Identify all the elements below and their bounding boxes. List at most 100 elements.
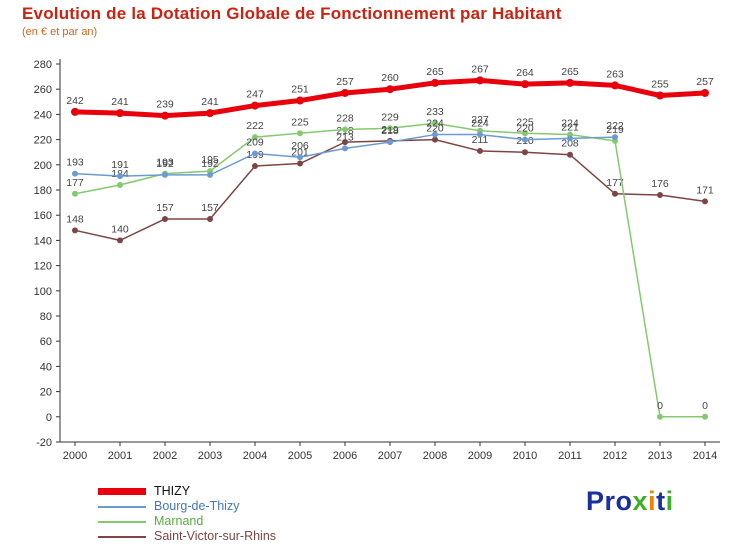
x-tick-label: 2006: [333, 450, 357, 462]
data-point-label: 191: [111, 159, 129, 171]
x-tick-label: 2005: [288, 450, 312, 462]
data-point-label: 265: [426, 66, 444, 78]
legend-label-marnand: Marnand: [154, 514, 204, 528]
data-point-label: 229: [381, 111, 399, 123]
data-point: [702, 413, 708, 420]
y-tick-label: -20: [36, 437, 52, 449]
data-point: [522, 130, 528, 137]
data-point: [117, 173, 123, 180]
data-point-label: 177: [66, 177, 84, 189]
data-point-label: 225: [516, 116, 534, 128]
x-tick-label: 2001: [108, 450, 132, 462]
data-point: [72, 190, 78, 197]
data-point-label: 206: [291, 140, 309, 152]
data-point-label: 177: [606, 177, 624, 189]
logo-letter: t: [656, 486, 666, 516]
data-point: [702, 198, 708, 205]
data-point: [252, 163, 258, 170]
y-tick-label: 220: [34, 135, 52, 147]
data-point-label: 148: [66, 213, 84, 225]
data-point-label: 213: [336, 131, 354, 143]
logo-letter: r: [604, 486, 616, 516]
data-point: [522, 136, 528, 143]
data-point-label: 224: [561, 118, 579, 130]
y-tick-label: 160: [34, 210, 52, 222]
data-point: [342, 139, 348, 146]
data-point: [207, 171, 213, 178]
y-tick-label: 280: [34, 59, 52, 71]
chart-subtitle: (en € et par an): [22, 26, 98, 38]
data-point: [477, 147, 483, 154]
legend-item-bourg-de-thizy: Bourg-de-Thizy: [98, 499, 276, 514]
data-point-label: 193: [66, 157, 84, 169]
data-point: [387, 139, 393, 146]
data-point-label: 263: [606, 68, 624, 80]
x-tick-label: 2003: [198, 450, 222, 462]
x-tick-label: 2013: [648, 450, 672, 462]
x-tick-label: 2014: [693, 450, 717, 462]
data-point: [116, 109, 124, 118]
data-point-label: 257: [336, 76, 354, 88]
data-point-label: 171: [696, 184, 714, 196]
data-point-label: 192: [156, 158, 174, 170]
data-point: [612, 190, 618, 197]
x-tick-label: 2004: [243, 450, 267, 462]
y-tick-label: 80: [40, 311, 52, 323]
data-point-label: 260: [381, 72, 399, 84]
data-point: [72, 170, 78, 177]
data-point-label: 192: [201, 158, 219, 170]
data-point-label: 265: [561, 66, 579, 78]
data-point: [297, 160, 303, 167]
data-point: [476, 76, 484, 85]
data-point-label: 257: [696, 76, 714, 88]
data-point-label: 255: [651, 79, 669, 91]
data-point-label: 222: [606, 120, 624, 132]
x-tick-label: 2009: [468, 450, 492, 462]
logo-letter: i: [665, 486, 674, 516]
y-tick-label: 0: [46, 412, 52, 424]
data-point: [701, 88, 709, 97]
data-point-label: 218: [381, 125, 399, 137]
data-point-label: 208: [561, 138, 579, 150]
x-tick-label: 2002: [153, 450, 177, 462]
legend-item-thizy: THIZY: [98, 484, 276, 499]
axes: -200204060801001201401601802002202402602…: [34, 59, 720, 462]
x-tick-label: 2007: [378, 450, 402, 462]
proxiti-logo: Proxiti: [586, 486, 674, 517]
legend-swatch-saint-victor-sur-rhins: [98, 535, 146, 538]
logo-letter: x: [632, 486, 649, 516]
data-point: [566, 78, 574, 87]
data-point-label: 242: [66, 95, 84, 107]
data-point-label: 220: [516, 123, 534, 135]
data-point-label: 220: [426, 123, 444, 135]
data-point-label: 201: [291, 147, 309, 159]
data-point-label: 209: [246, 136, 264, 148]
data-point-label: 267: [471, 63, 489, 75]
logo-letter: P: [586, 486, 605, 516]
legend-swatch-marnand: [98, 520, 146, 523]
data-point: [251, 101, 259, 110]
y-tick-label: 140: [34, 235, 52, 247]
data-point: [341, 88, 349, 97]
legend-swatch-thizy: [98, 488, 146, 495]
data-point: [252, 150, 258, 157]
data-point-label: 227: [471, 114, 489, 126]
data-point-label: 221: [561, 121, 579, 133]
data-point-label: 239: [156, 99, 174, 111]
data-point-label: 247: [246, 89, 264, 101]
y-tick-label: 200: [34, 160, 52, 172]
data-point-label: 157: [156, 202, 174, 214]
data-point-label: 228: [336, 113, 354, 125]
data-point-label: 264: [516, 67, 534, 79]
data-point-label: 0: [702, 400, 708, 412]
data-point: [117, 181, 123, 188]
data-point: [386, 85, 394, 94]
legend-label-bourg-de-thizy: Bourg-de-Thizy: [154, 499, 240, 513]
data-point: [611, 81, 619, 90]
data-point-label: 176: [651, 178, 669, 190]
data-point-label: 211: [472, 134, 489, 146]
data-point-label: 233: [426, 106, 444, 118]
data-point: [387, 125, 393, 132]
data-point: [207, 215, 213, 222]
